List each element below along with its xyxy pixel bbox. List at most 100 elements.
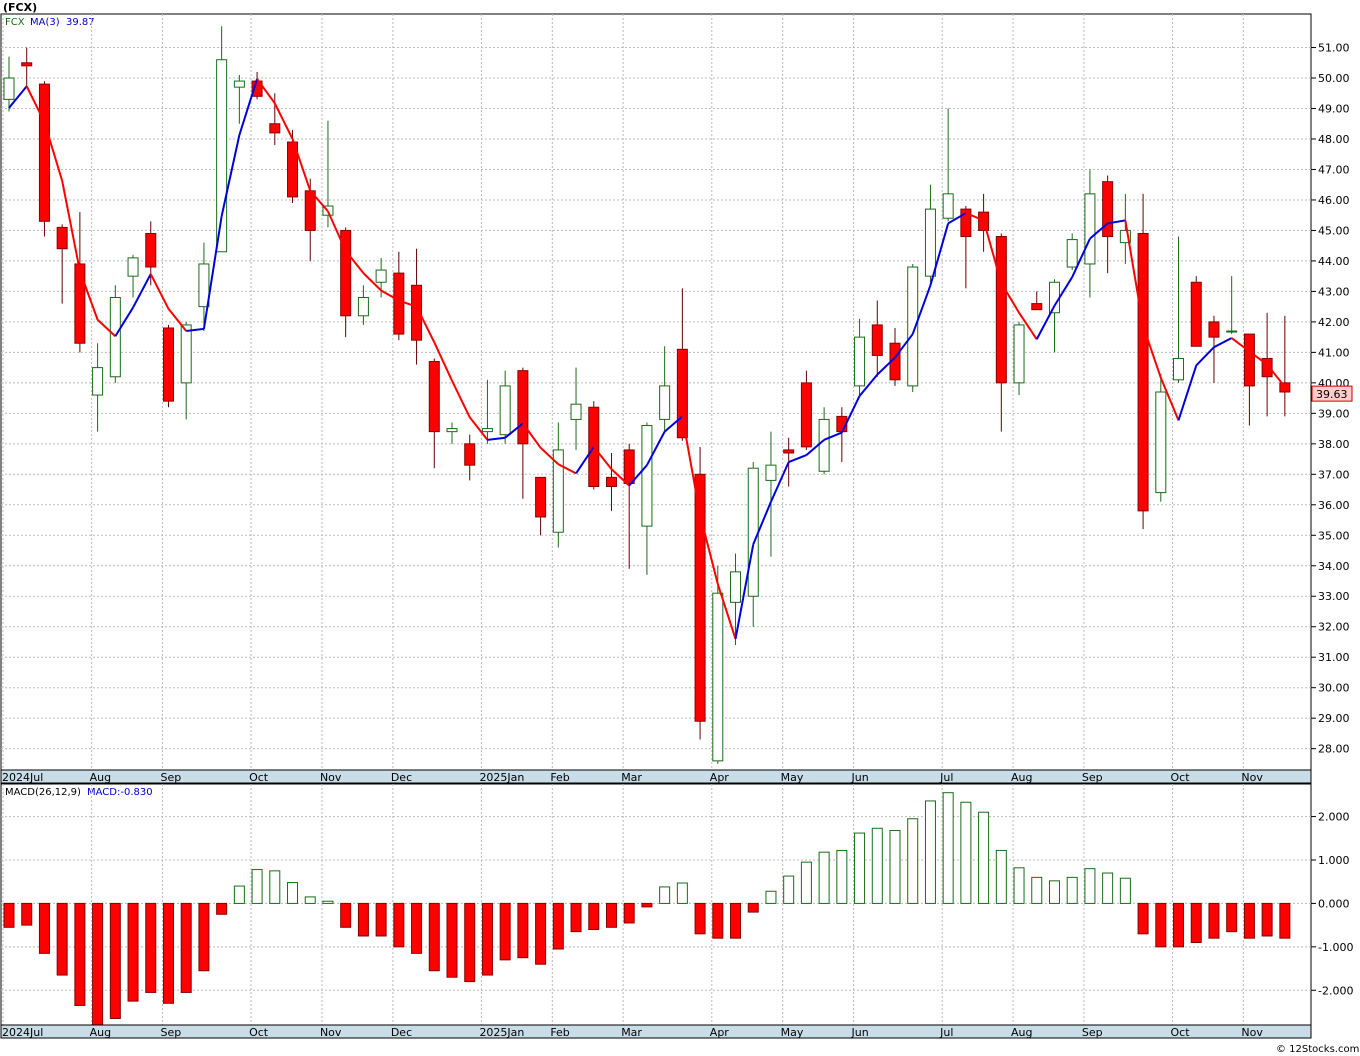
candle-body <box>56 226 68 250</box>
candle <box>641 422 653 575</box>
macd-bar <box>1261 902 1273 937</box>
candle <box>1137 193 1149 530</box>
macd-bar <box>924 800 936 904</box>
macd-bar <box>818 851 830 904</box>
candle-body <box>854 336 866 387</box>
macd-bar <box>428 902 440 972</box>
candle-body <box>1048 281 1060 314</box>
price-x-label: Aug <box>1011 771 1032 784</box>
candle-body <box>127 257 139 277</box>
candle-body <box>623 449 635 484</box>
macd-bar <box>446 902 458 978</box>
candle-body <box>676 348 688 439</box>
ma-segment <box>202 215 223 330</box>
price-tick-label: 36.00 <box>1318 499 1350 512</box>
macd-bar <box>783 875 795 904</box>
candle-body <box>535 476 547 518</box>
ma-segment <box>433 341 453 382</box>
macd-bar <box>198 902 210 972</box>
candle-body <box>464 443 476 466</box>
candle <box>269 93 281 146</box>
candle-body <box>800 382 812 448</box>
ma-segment <box>788 454 807 464</box>
macd-bar <box>499 902 511 961</box>
price-x-label: Nov <box>320 771 342 784</box>
ma-segment <box>1213 337 1233 349</box>
price-x-label: Aug <box>90 771 111 784</box>
candle-body <box>180 324 192 384</box>
ma-segment <box>1195 346 1215 367</box>
macd-x-label: Nov <box>320 1026 342 1039</box>
candle <box>1119 193 1131 264</box>
price-tick-label: 35.00 <box>1318 529 1350 542</box>
candle <box>1013 321 1025 396</box>
ma-segment <box>1231 337 1251 353</box>
ma-segment <box>876 356 896 376</box>
price-panel-frame <box>0 13 1312 771</box>
macd-bar <box>747 902 759 913</box>
price-x-label: Sep <box>160 771 181 784</box>
macd-bar <box>1031 876 1043 904</box>
candle-body <box>570 403 582 420</box>
macd-bar <box>960 801 972 904</box>
macd-bar <box>605 902 617 928</box>
macd-bar <box>1279 902 1291 939</box>
macd-x-axis: 2024Jul Aug Sep Oct Nov Dec 2025Jan Feb Mar Apr Ma… <box>2 1026 1263 1039</box>
ma-segment <box>1124 220 1145 327</box>
candle-body <box>694 473 706 722</box>
price-tick-label: 48.00 <box>1318 133 1350 146</box>
legend-ma-value: 39.87 <box>66 17 95 28</box>
ma-segment <box>628 464 648 487</box>
macd-bar <box>340 902 352 928</box>
ma-segment <box>592 446 613 470</box>
ma-segment <box>504 422 524 439</box>
price-tick-label: 32.00 <box>1318 621 1350 634</box>
candle <box>446 422 458 444</box>
ma-segment <box>947 212 967 225</box>
macd-legend: MACD(26,12,9) <box>5 787 81 798</box>
macd-bar <box>1066 876 1078 904</box>
candle <box>552 422 564 548</box>
candle <box>127 254 139 298</box>
candle-body <box>730 571 742 603</box>
price-x-label: Nov <box>1241 771 1263 784</box>
footer-credit: © 12Stocks.com <box>1276 1044 1359 1055</box>
candle-body <box>765 464 777 481</box>
ma-segment <box>238 78 259 136</box>
ma-segment <box>132 273 152 309</box>
candle <box>1155 373 1167 502</box>
macd-bar <box>765 890 777 904</box>
candle-body <box>1208 321 1220 338</box>
candle <box>56 224 68 304</box>
macd-bar <box>464 902 476 983</box>
price-tick-label: 43.00 <box>1318 285 1350 298</box>
macd-x-label: Jun <box>851 1026 869 1039</box>
candle-body <box>21 62 33 67</box>
ma-segment <box>61 180 81 272</box>
macd-bar <box>712 902 724 939</box>
candle <box>1243 333 1255 426</box>
ma-segment <box>1018 312 1038 340</box>
price-tick-label: 47.00 <box>1318 163 1350 176</box>
macd-bar <box>21 902 33 926</box>
ma-segment <box>291 138 312 192</box>
macd-x-label: Sep <box>160 1026 181 1039</box>
macd-bar <box>871 827 883 904</box>
macd-bar <box>1173 902 1185 948</box>
candle <box>1173 236 1185 383</box>
ma-segment <box>894 333 914 359</box>
macd-bar <box>517 902 529 959</box>
ma-segment <box>1053 276 1074 307</box>
macd-x-label: Feb <box>550 1026 569 1039</box>
macd-bar <box>1226 902 1238 933</box>
price-x-label: Feb <box>550 771 569 784</box>
macd-bar <box>889 829 901 904</box>
macd-tick-label: 2.000 <box>1318 811 1350 824</box>
macd-tick-label: -2.000 <box>1318 984 1353 997</box>
ma-segment <box>468 416 489 441</box>
macd-bar <box>1102 872 1114 904</box>
candle <box>481 379 493 444</box>
price-x-label: Jul <box>939 771 953 784</box>
macd-x-label: Apr <box>710 1026 730 1039</box>
price-tick-label: 50.00 <box>1318 72 1350 85</box>
